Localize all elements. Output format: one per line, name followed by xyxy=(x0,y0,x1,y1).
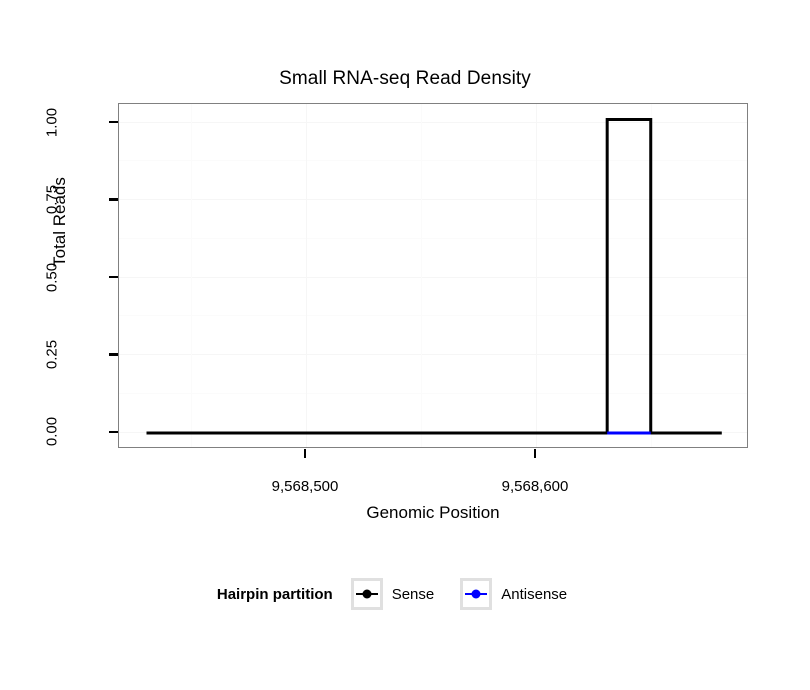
chart-title: Small RNA-seq Read Density xyxy=(279,68,531,89)
y-tick-mark-0.75 xyxy=(109,198,118,201)
y-tick-label-0.75: 0.75 xyxy=(43,184,61,215)
gridline-minor-x-9568450 xyxy=(191,104,192,447)
x-tick-mark-9568500 xyxy=(303,449,307,458)
plot-area xyxy=(119,104,747,447)
gridline-major-y-1.00 xyxy=(119,121,747,123)
legend-title: Hairpin partition xyxy=(216,585,333,603)
gridline-minor-y-0.125 xyxy=(119,392,747,394)
gridline-major-y-0.50 xyxy=(119,276,747,278)
x-tick-label-9568500: 9,568,500 xyxy=(271,478,339,495)
legend-label-antisense: Antisense xyxy=(501,585,568,603)
y-tick-mark-0.50 xyxy=(109,275,118,279)
plot-panel xyxy=(118,103,748,448)
y-tick-mark-0.00 xyxy=(109,430,118,434)
legend-key-point-sense xyxy=(362,589,372,599)
gridline-major-y-0.25 xyxy=(119,354,747,356)
series-line-sense xyxy=(147,120,722,434)
y-tick-mark-1.00 xyxy=(109,120,118,124)
legend-label-sense: Sense xyxy=(391,585,435,603)
series-layer xyxy=(119,104,747,447)
legend-key-sense xyxy=(350,578,383,610)
gridline-minor-y-0.375 xyxy=(119,315,747,317)
x-tick-mark-9568600 xyxy=(533,449,537,458)
legend-item-antisense[interactable]: Antisense xyxy=(460,578,585,610)
y-tick-mark-0.25 xyxy=(109,353,118,356)
gridline-major-x-9568600 xyxy=(536,104,537,447)
legend: Hairpin partition Sense Antisense xyxy=(0,578,810,610)
y-tick-label-1.00: 1.00 xyxy=(43,107,61,138)
gridline-minor-y-0.625 xyxy=(119,237,747,239)
y-tick-label-0.50: 0.50 xyxy=(43,262,61,293)
legend-item-sense[interactable]: Sense xyxy=(350,578,453,610)
gridline-major-x-9568500 xyxy=(306,104,307,447)
gridline-minor-x-9568550 xyxy=(421,104,422,447)
y-tick-label-0.00: 0.00 xyxy=(43,416,61,447)
x-axis-label: Genomic Position xyxy=(366,503,500,522)
legend-key-point-antisense xyxy=(471,589,481,599)
legend-key-antisense xyxy=(460,578,493,610)
y-tick-label-0.25: 0.25 xyxy=(43,339,61,370)
gridline-minor-y-0.875 xyxy=(119,160,747,162)
gridline-major-y-0.75 xyxy=(119,199,747,201)
x-tick-label-9568600: 9,568,600 xyxy=(501,478,569,495)
